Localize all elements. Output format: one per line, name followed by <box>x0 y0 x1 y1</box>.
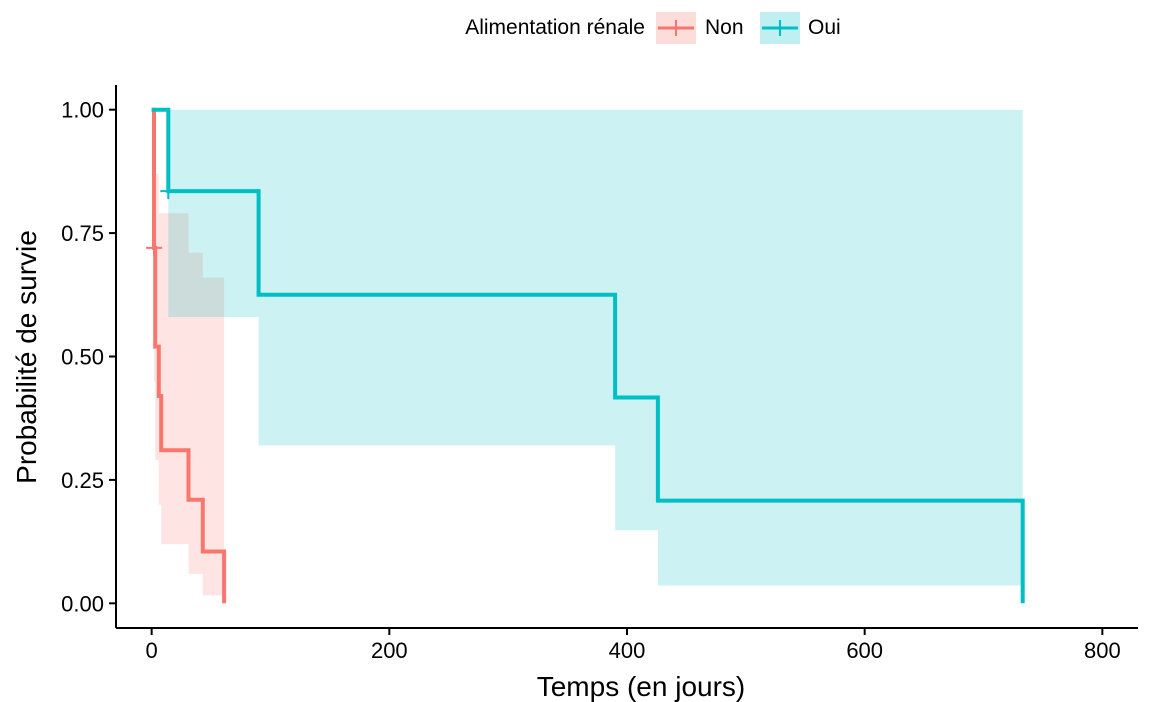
axes: 0 200 400 600 800 0.00 0.25 0.50 0.75 1.00 <box>61 85 1138 663</box>
x-tick-label: 400 <box>609 638 646 663</box>
x-tick-label: 200 <box>371 638 408 663</box>
ci-band-non <box>151 109 225 596</box>
survival-curve-oui <box>151 107 1025 604</box>
legend-item-oui: Oui <box>760 12 841 44</box>
confidence-bands <box>151 109 1023 596</box>
y-tick-label: 0.00 <box>61 591 104 616</box>
censor-mark-non <box>146 239 163 256</box>
legend-item-non: Non <box>656 12 744 44</box>
x-tick-label: 800 <box>1084 638 1121 663</box>
x-tick-label: 600 <box>846 638 883 663</box>
y-tick-label: 0.25 <box>61 468 104 493</box>
legend: Alimentation rénale Non Oui <box>465 12 841 44</box>
y-tick-label: 0.50 <box>61 345 104 370</box>
censor-mark-oui <box>160 183 177 200</box>
y-tick-label: 0.75 <box>61 221 104 246</box>
censor-marks <box>146 183 177 256</box>
legend-label-non: Non <box>705 16 744 39</box>
y-tick-label: 1.00 <box>61 98 104 123</box>
x-ticks: 0 200 400 600 800 <box>146 628 1121 663</box>
x-axis-title: Temps (en jours) <box>537 671 746 702</box>
y-ticks: 0.00 0.25 0.50 0.75 1.00 <box>61 98 116 616</box>
legend-title: Alimentation rénale <box>465 16 645 39</box>
legend-label-oui: Oui <box>808 16 841 39</box>
x-tick-label: 0 <box>146 638 158 663</box>
y-axis-title: Probabilité de survie <box>11 230 42 484</box>
ci-band-oui <box>151 109 1023 586</box>
